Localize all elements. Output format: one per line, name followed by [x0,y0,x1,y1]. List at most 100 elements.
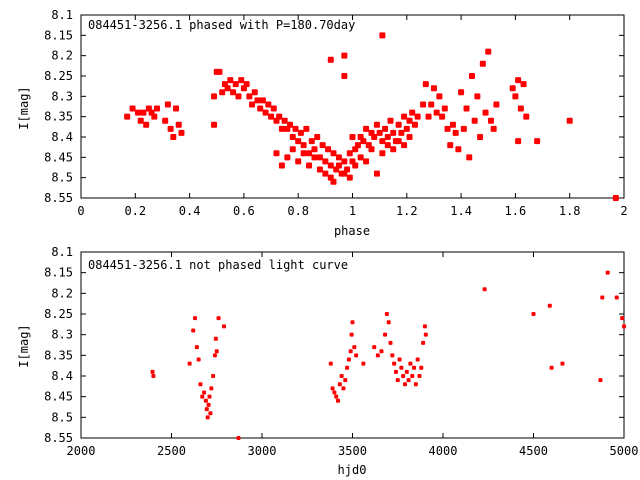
top-data-point [520,81,527,88]
top-data-point [390,129,397,136]
top-data-point [509,85,516,92]
top-data-point [485,48,492,55]
bottom-y-tick-label: 8.4 [51,369,73,383]
top-data-point [534,138,541,145]
top-data-point [284,154,291,161]
top-points [124,32,619,201]
bottom-data-point [531,312,536,316]
top-x-tick-label: 0 [77,204,84,218]
top-x-tick-label: 1 [349,204,356,218]
bottom-data-point [200,394,205,399]
top-data-point [515,138,522,145]
top-data-point [523,113,530,120]
top-data-point [211,93,218,100]
top-data-point [517,105,524,112]
top-data-point [167,125,174,132]
bottom-data-point [214,349,219,354]
top-x-tick-label: 2 [620,204,627,218]
bottom-data-point [339,374,344,378]
bottom-data-point [332,390,337,395]
top-data-point [487,117,494,124]
top-data-point [411,121,418,128]
bottom-data-point [386,320,391,325]
top-data-point [327,162,334,169]
bottom-x-axis-label: hjd0 [338,463,367,477]
top-data-point [425,113,432,120]
top-data-point [170,134,177,140]
bottom-data-point [598,378,603,383]
top-data-point [273,150,280,157]
bottom-data-point [406,378,411,383]
bottom-data-point [193,316,198,321]
top-data-point [363,125,370,132]
bottom-data-point [390,353,395,358]
top-data-point [330,150,337,157]
top-data-point [311,146,318,153]
top-data-point [164,101,171,108]
bottom-data-point [354,353,359,358]
top-y-tick-label: 8.25 [44,69,73,83]
top-data-point [259,97,266,104]
top-data-point [387,117,394,124]
bottom-chart-title: 084451-3256.1 not phased light curve [88,258,348,272]
bottom-data-point [397,357,402,362]
bottom-data-point [549,365,554,370]
top-data-point [129,105,136,112]
bottom-data-point [206,402,211,407]
top-data-point [368,146,375,153]
bottom-data-point [415,357,420,362]
top-data-point [265,101,272,108]
top-data-point [409,109,416,116]
top-y-tick-label: 8.35 [44,110,73,124]
bottom-data-point [341,386,346,391]
top-data-point [230,89,237,96]
bottom-ticks: 2000 2500 3000 3500 4000 4500 5000 8.1 8.15 8.2 8.… [44,245,638,458]
top-data-point [515,77,522,84]
top-data-point [414,113,421,120]
top-data-point [268,113,275,120]
top-y-tick-label: 8.45 [44,150,73,164]
top-data-point [232,81,239,88]
bottom-points [150,270,626,440]
top-data-point [452,129,459,136]
bottom-data-point [482,287,487,292]
bottom-data-point [350,320,355,325]
top-ticks: 0 0.2 0.4 0.6 0.8 1 1.2 1.4 1.6 1.8 2 8.1 8.15 8.2 8.2… [44,8,628,218]
top-x-tick-label: 1.6 [505,204,527,218]
bottom-data-point [221,324,226,329]
top-data-point [346,150,353,157]
bottom-data-point [375,353,380,358]
bottom-data-point [422,324,427,329]
bottom-data-point [187,361,192,366]
top-data-point [460,125,467,132]
bottom-y-tick-label: 8.1 [51,245,73,259]
top-data-point [322,158,329,165]
bottom-y-tick-label: 8.2 [51,286,73,300]
top-data-point [341,158,348,165]
bottom-data-point [196,357,201,362]
bottom-data-point [410,374,415,378]
bottom-data-point [151,374,156,378]
top-data-point [439,113,446,120]
top-data-point [327,56,334,63]
top-data-point [235,93,242,100]
top-data-point [295,158,302,165]
top-data-point [262,109,269,116]
top-data-point [178,129,185,136]
bottom-y-tick-label: 8.3 [51,328,73,342]
top-y-tick-label: 8.55 [44,191,73,205]
top-data-point [444,125,451,132]
top-data-point [289,146,296,153]
bottom-data-point [336,398,341,403]
top-data-point [219,89,226,96]
top-data-point [382,125,389,132]
top-data-point [376,129,383,136]
bottom-y-tick-label: 8.5 [51,410,73,424]
top-data-point [373,121,380,128]
top-data-point [173,105,180,112]
top-y-tick-label: 8.4 [51,130,73,144]
bottom-data-point [345,365,350,370]
top-data-point [211,121,218,128]
top-data-point [349,134,356,140]
